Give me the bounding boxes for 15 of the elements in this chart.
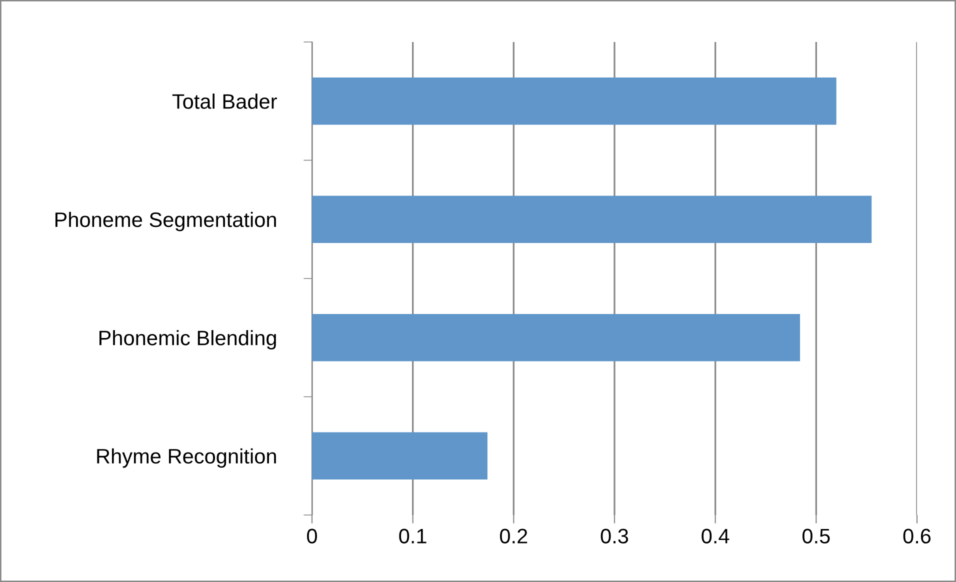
- y-tick-label: Phonemic Blending: [99, 330, 276, 350]
- y-tick-label: Phoneme Segmentation: [55, 212, 276, 232]
- x-tick-label: 0.6: [903, 528, 931, 544]
- bar: [312, 77, 836, 125]
- bar: [312, 196, 872, 244]
- bar: [312, 432, 488, 480]
- y-tick-label: Total Bader: [172, 94, 277, 109]
- x-tick-label: 0.4: [702, 528, 730, 544]
- x-tick-label: 0.1: [399, 528, 426, 544]
- y-tick-label: Rhyme Recognition: [97, 448, 276, 468]
- x-tick-label: 0.5: [802, 528, 830, 544]
- x-tick-label: 0.2: [500, 528, 528, 544]
- x-tick-label: 0: [307, 528, 317, 544]
- bar: [312, 314, 800, 362]
- x-tick-label: 0.3: [600, 528, 628, 544]
